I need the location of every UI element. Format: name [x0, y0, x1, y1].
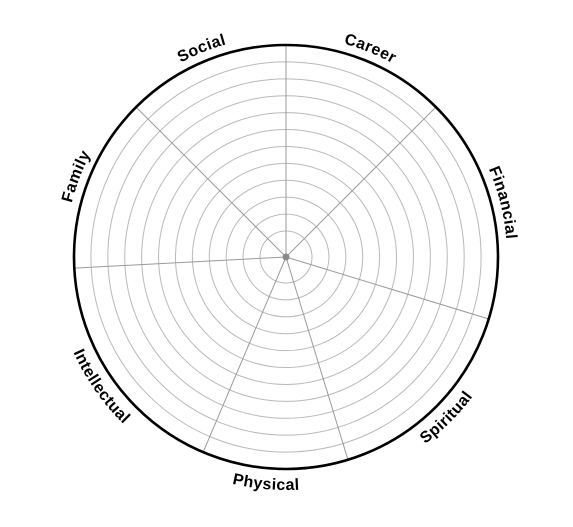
wheel-spoke — [285, 256, 489, 320]
wheel-spoke — [285, 256, 349, 460]
wheel-spoke — [74, 256, 287, 269]
wheel-spoke — [285, 106, 437, 258]
segment-labels: CareerFinancialSpiritualPhysicalIntellec… — [59, 31, 519, 494]
segment-label-social: Social — [175, 32, 228, 67]
wheel-center-hub — [282, 253, 290, 261]
wheel-spokes — [74, 45, 489, 460]
wheel-spoke — [202, 256, 287, 453]
wheel-outer-circle — [72, 43, 500, 471]
wheel-spoke — [135, 106, 287, 258]
segment-label-physical: Physical — [231, 471, 300, 494]
